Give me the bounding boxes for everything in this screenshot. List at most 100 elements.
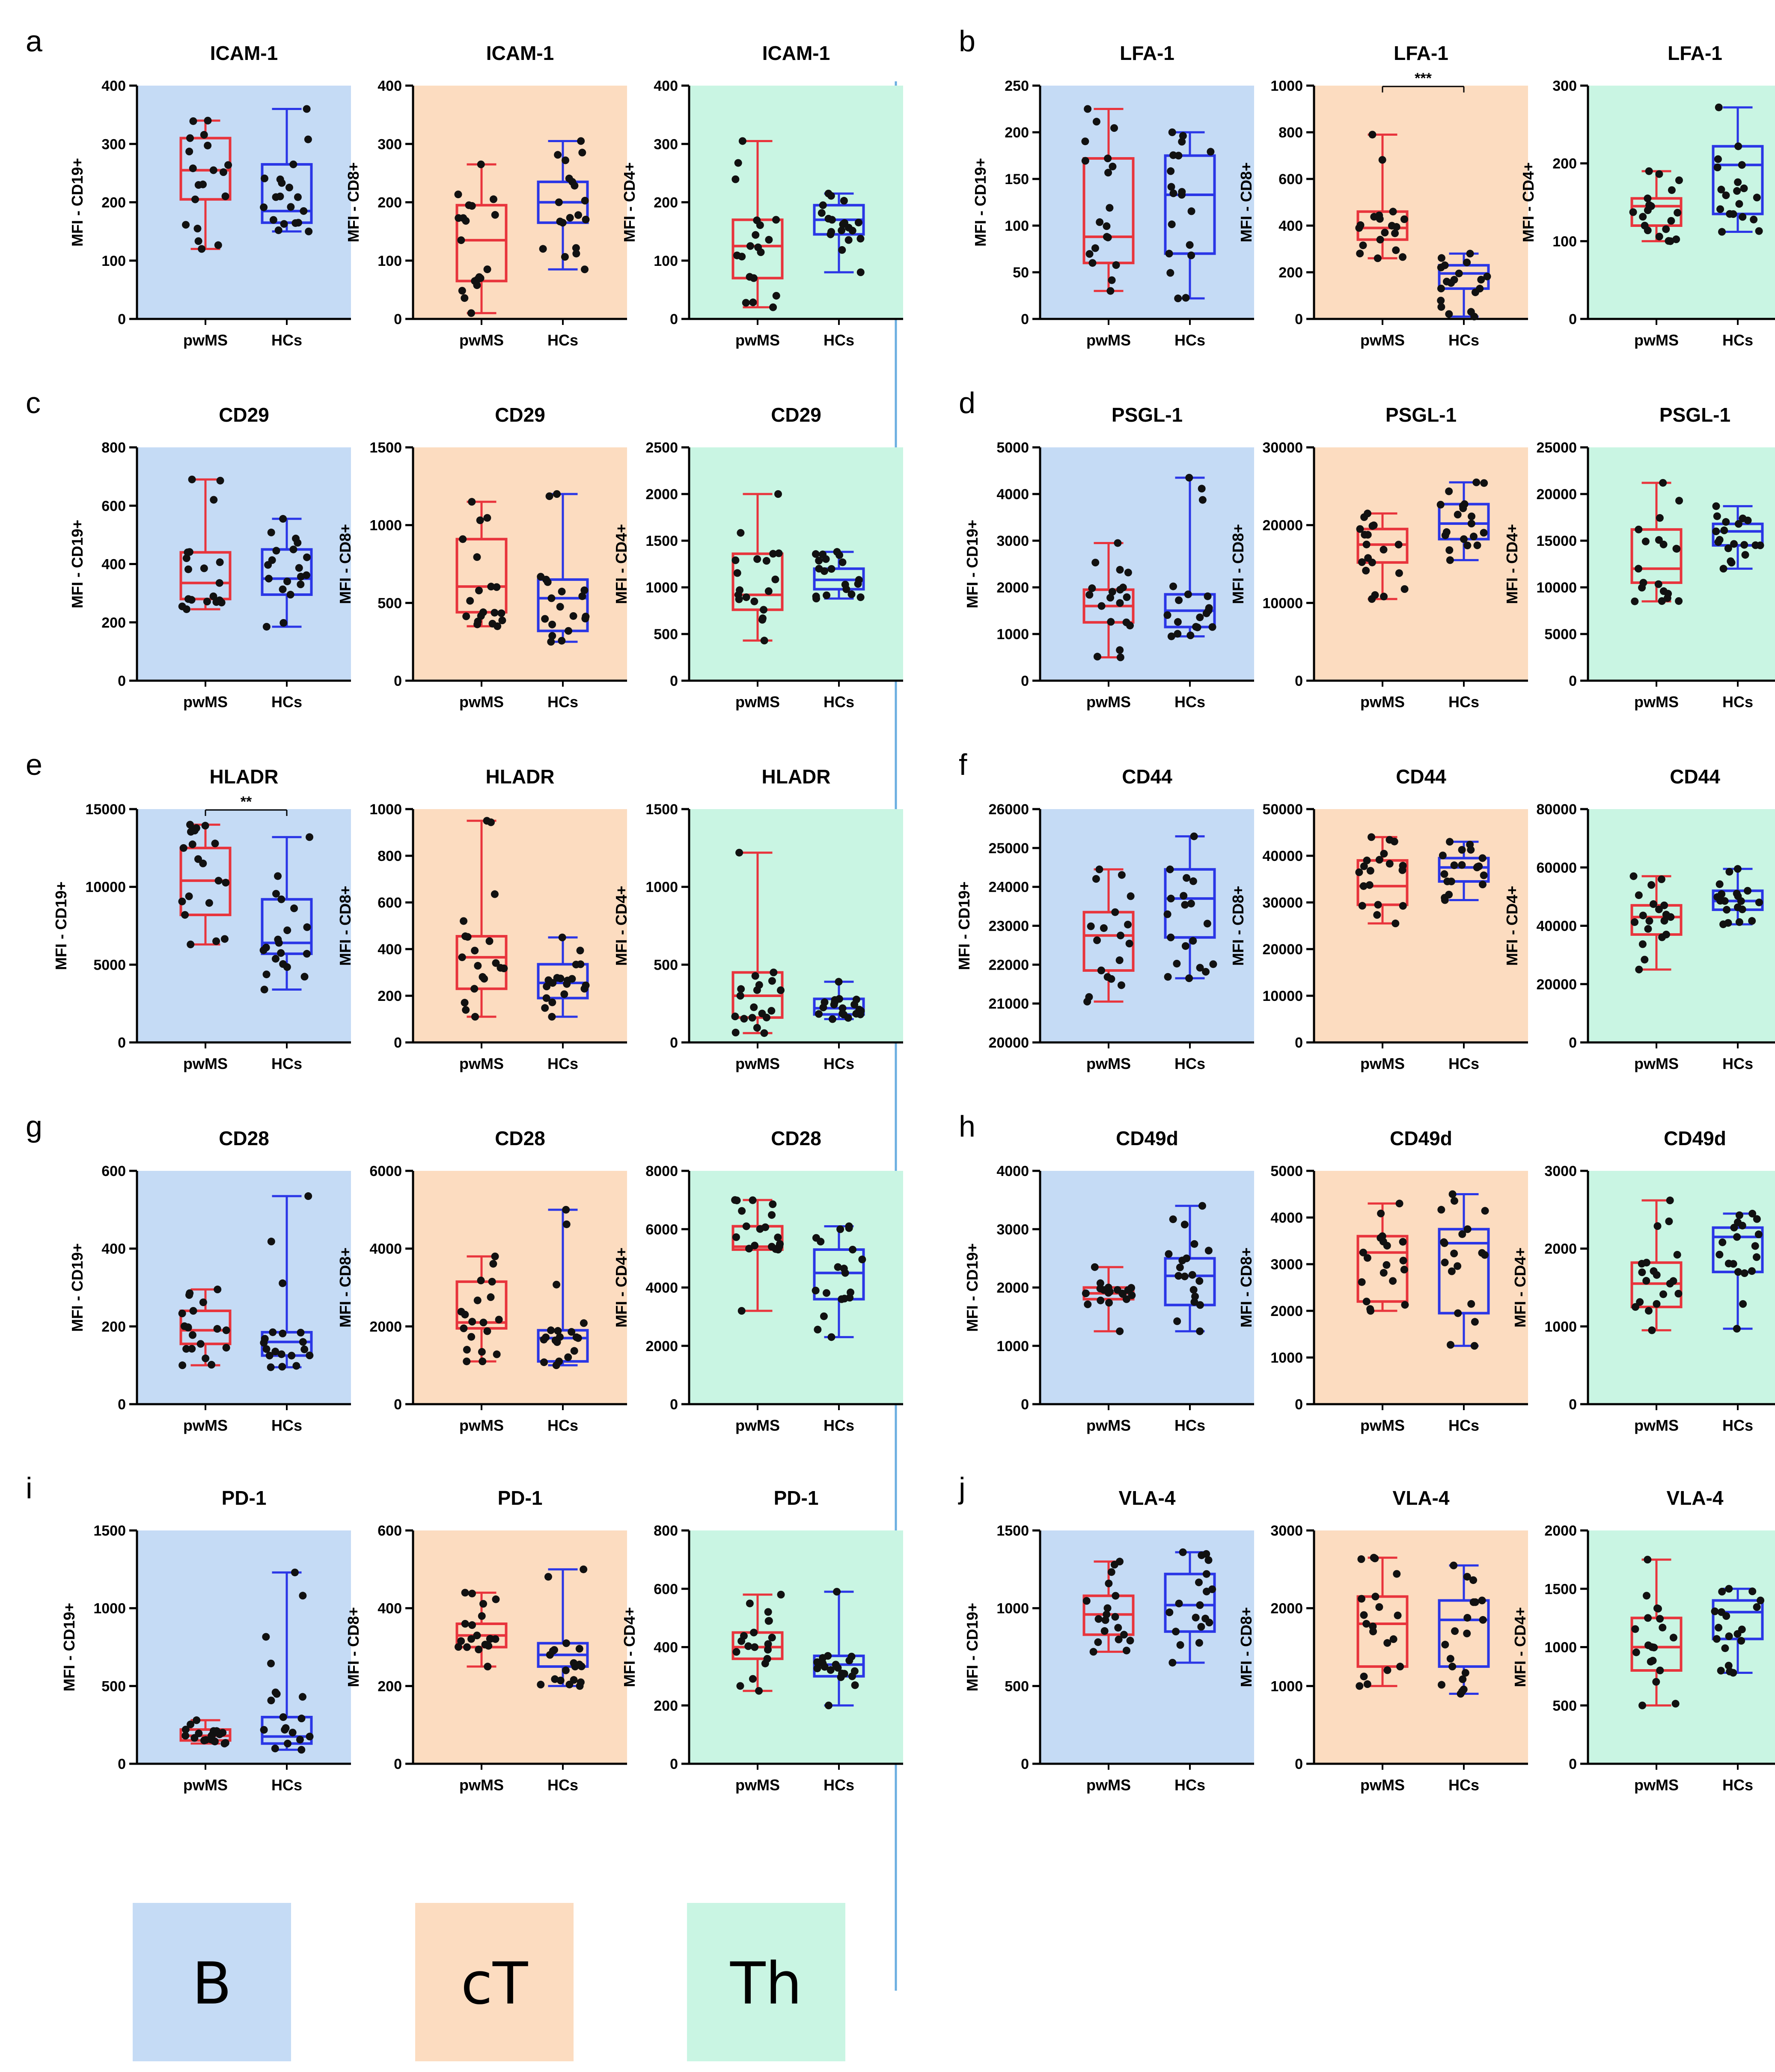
data-point xyxy=(764,587,773,595)
data-point xyxy=(1376,235,1384,244)
data-point xyxy=(1722,518,1730,526)
data-point xyxy=(852,995,860,1003)
data-point xyxy=(1183,874,1191,882)
data-point xyxy=(758,1009,766,1018)
data-point xyxy=(461,1589,469,1597)
data-point xyxy=(1450,1197,1458,1205)
data-point xyxy=(1656,1615,1664,1623)
data-point xyxy=(1168,128,1176,136)
data-point xyxy=(272,890,280,898)
data-point xyxy=(831,998,839,1006)
data-point xyxy=(1378,156,1386,164)
data-point xyxy=(750,597,758,605)
data-point xyxy=(1755,898,1763,906)
y-tick-label: 3000 xyxy=(996,1221,1029,1238)
x-tick-label: pwMS xyxy=(459,1055,504,1072)
y-tick-label: 600 xyxy=(378,895,402,911)
y-tick-label: 20000 xyxy=(988,1035,1029,1051)
data-point xyxy=(847,590,856,598)
data-point xyxy=(1107,1568,1115,1576)
data-point xyxy=(1364,554,1372,562)
data-point xyxy=(740,1015,748,1023)
data-point xyxy=(291,1569,299,1577)
data-point xyxy=(260,203,268,211)
data-point xyxy=(1195,1578,1203,1587)
data-point xyxy=(854,218,862,226)
data-point xyxy=(1105,1299,1113,1307)
box-iqr xyxy=(537,578,589,632)
data-point xyxy=(1115,1635,1123,1643)
y-tick-label: 26000 xyxy=(988,801,1029,818)
data-point xyxy=(457,1307,465,1316)
data-point xyxy=(1734,142,1742,150)
data-point xyxy=(1373,911,1381,919)
data-point xyxy=(1359,241,1367,250)
data-point xyxy=(1448,1662,1457,1670)
data-point xyxy=(1097,966,1105,974)
data-point xyxy=(1751,541,1760,549)
data-point xyxy=(1721,1644,1729,1652)
data-point xyxy=(1650,1267,1658,1275)
y-axis-label: MFI - CD8+ xyxy=(1237,1247,1255,1328)
y-tick-label: 600 xyxy=(101,1163,126,1179)
y-tick-label: 200 xyxy=(654,1698,678,1714)
data-point xyxy=(1711,1607,1719,1615)
data-point xyxy=(749,1196,757,1204)
y-tick-label: 15000 xyxy=(85,801,126,818)
data-point xyxy=(1659,1623,1667,1631)
data-point xyxy=(1448,1267,1456,1275)
data-point xyxy=(1116,653,1124,661)
y-tick-label: 1000 xyxy=(645,879,678,896)
chart-title: VLA-4 xyxy=(1667,1487,1724,1509)
y-tick-label: 2000 xyxy=(1270,1601,1303,1617)
data-point xyxy=(1116,1327,1124,1335)
data-point xyxy=(736,1682,744,1690)
y-axis-label: MFI - CD19+ xyxy=(963,1243,981,1332)
data-point xyxy=(478,1612,486,1620)
x-tick-label: HCs xyxy=(824,693,854,711)
data-point xyxy=(840,1670,848,1678)
y-axis-label: MFI - CD19+ xyxy=(52,881,70,970)
y-tick-label: 500 xyxy=(1005,1678,1029,1694)
data-point xyxy=(1106,204,1114,212)
box-iqr xyxy=(1356,1595,1409,1668)
data-point xyxy=(1720,526,1728,534)
data-point xyxy=(1379,1238,1387,1246)
x-tick-label: pwMS xyxy=(1086,693,1131,711)
data-point xyxy=(464,933,472,941)
data-point xyxy=(1101,1616,1109,1624)
plot-background-cT xyxy=(1314,86,1528,319)
data-point xyxy=(572,244,580,252)
data-point xyxy=(1097,602,1106,610)
data-point xyxy=(1111,1613,1119,1621)
data-point xyxy=(544,976,553,984)
data-point xyxy=(756,221,764,229)
data-point xyxy=(753,555,761,563)
chart-title: CD44 xyxy=(1396,765,1446,788)
data-point xyxy=(1473,541,1481,549)
data-point xyxy=(1638,1701,1647,1709)
x-tick-label: HCs xyxy=(547,331,578,349)
data-point xyxy=(500,965,508,973)
y-tick-label: 0 xyxy=(1569,1035,1577,1051)
y-tick-label: 8000 xyxy=(645,1163,678,1179)
data-point xyxy=(1717,185,1725,194)
data-point xyxy=(1118,1290,1127,1298)
data-point xyxy=(178,602,186,610)
data-point xyxy=(1118,871,1126,879)
y-tick-label: 400 xyxy=(1278,218,1303,234)
data-point xyxy=(1657,875,1665,883)
x-tick-label: HCs xyxy=(1448,1417,1479,1434)
data-point xyxy=(1173,959,1181,968)
data-point xyxy=(260,1726,268,1734)
data-point xyxy=(1181,942,1189,950)
data-point xyxy=(269,216,277,224)
plot-background-B xyxy=(137,447,351,681)
data-point xyxy=(1454,1309,1462,1317)
data-point xyxy=(202,1736,210,1744)
data-point xyxy=(775,549,783,557)
box-pwMS xyxy=(455,817,508,1021)
chart-title: LFA-1 xyxy=(1394,42,1448,64)
box-HCs xyxy=(1712,1209,1764,1333)
chart-c-1: 0 200 400 600 800 CD29 MFI - CD19+ pwMS HCs c xyxy=(26,386,351,711)
